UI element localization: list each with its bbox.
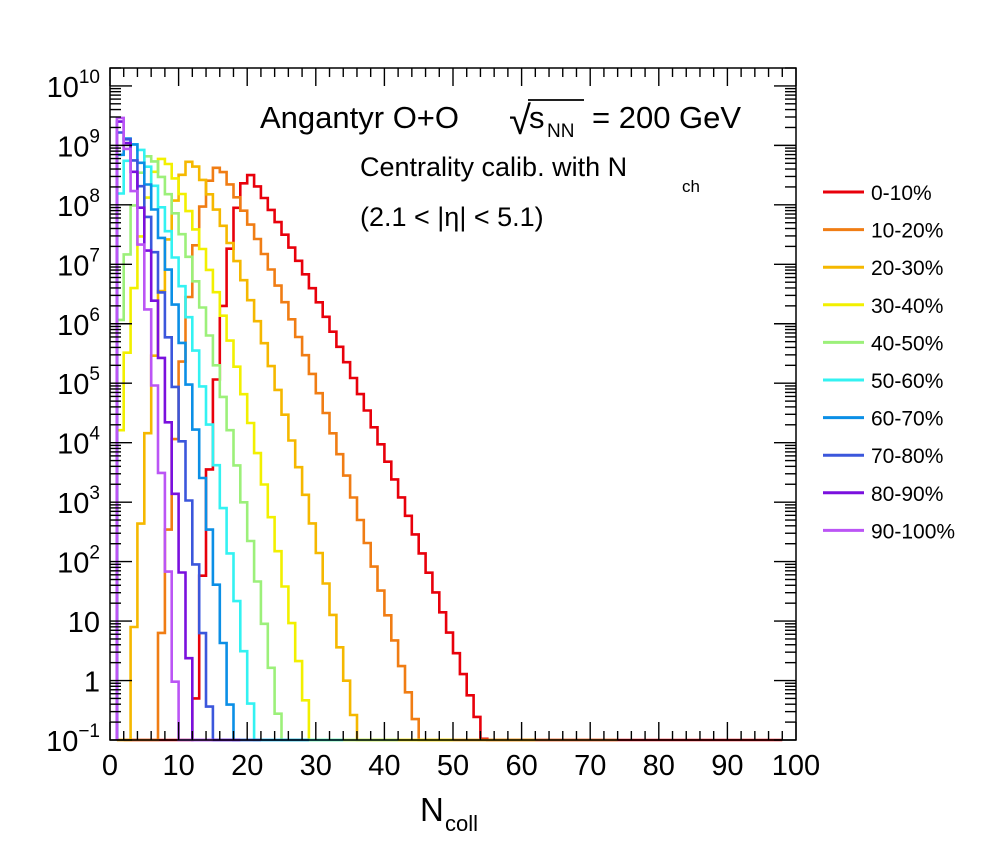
title-line2: Centrality calib. with N xyxy=(360,152,627,182)
legend-entry: 0-10% xyxy=(823,182,932,205)
legend-label: 30-40% xyxy=(871,295,943,318)
y-tick-label: 105 xyxy=(57,364,100,401)
x-tick-label: 70 xyxy=(574,750,606,782)
series-20-30pct xyxy=(116,160,536,742)
y-tick-label: 107 xyxy=(57,245,100,282)
x-tick-label: 50 xyxy=(437,750,469,782)
legend-entry: 10-20% xyxy=(823,220,943,243)
y-tick-label: 1 xyxy=(84,667,100,699)
x-tick-label: 20 xyxy=(231,750,263,782)
legend-label: 20-30% xyxy=(871,257,943,280)
legend-entry: 30-40% xyxy=(823,295,943,318)
legend-entry: 50-60% xyxy=(823,370,943,393)
legend: 0-10% 10-20% 20-30% 30-40% 40-50% 50-60% 60-70… xyxy=(823,182,955,543)
energy-subscript: NN xyxy=(547,121,574,142)
x-tick-label: 10 xyxy=(162,750,194,782)
legend-entry: 70-80% xyxy=(823,445,943,468)
y-tick-label: 106 xyxy=(57,305,100,342)
legend-label: 0-10% xyxy=(871,182,932,205)
x-tick-label: 30 xyxy=(300,750,332,782)
x-axis-title: N xyxy=(420,791,444,828)
x-tick-label: 90 xyxy=(711,750,743,782)
y-tick-label: 10−1 xyxy=(46,721,100,758)
legend-entry: 90-100% xyxy=(823,520,955,543)
y-tick-label: 10 xyxy=(68,607,100,639)
y-tick-label: 102 xyxy=(57,543,100,580)
energy-value: = 200 GeV xyxy=(592,100,741,135)
y-tick-label: 103 xyxy=(57,483,100,520)
x-axis-title-subscript: coll xyxy=(445,811,478,836)
series-0-10pct xyxy=(123,173,783,742)
legend-entry: 40-50% xyxy=(823,332,943,355)
x-tick-labels: 0 10 20 30 40 50 60 70 80 90 100 xyxy=(102,750,820,782)
legend-label: 70-80% xyxy=(871,445,943,468)
x-tick-label: 40 xyxy=(368,750,400,782)
legend-label: 90-100% xyxy=(871,520,955,543)
title-line2-subscript: ch xyxy=(682,177,700,196)
legend-label: 60-70% xyxy=(871,408,943,431)
legend-label: 40-50% xyxy=(871,332,943,355)
y-tick-labels: 10−1 1 10 102 103 104 105 106 107 108 109 1010 xyxy=(46,67,100,758)
sqrt-symbol: √ xyxy=(509,99,531,143)
axis-ticks xyxy=(109,67,797,741)
y-tick-label: 108 xyxy=(57,186,100,223)
legend-label: 50-60% xyxy=(871,370,943,393)
x-tick-label: 80 xyxy=(643,750,675,782)
legend-label: 10-20% xyxy=(871,220,943,243)
series-30-40pct xyxy=(115,157,453,742)
y-tick-label: 1010 xyxy=(47,67,100,104)
y-tick-label: 109 xyxy=(57,126,100,163)
energy-variable: s xyxy=(529,100,545,135)
title-line3: (2.1 < |η| < 5.1) xyxy=(360,202,544,232)
x-tick-label: 0 xyxy=(102,750,118,782)
y-tick-label: 104 xyxy=(57,424,100,461)
legend-entry: 80-90% xyxy=(823,483,943,506)
series-10-20pct xyxy=(116,166,618,742)
x-tick-label: 100 xyxy=(772,750,820,782)
title-line1: Angantyr O+O xyxy=(260,100,459,135)
legend-entry: 20-30% xyxy=(823,257,943,280)
legend-entry: 60-70% xyxy=(823,408,943,431)
x-tick-label: 60 xyxy=(505,750,537,782)
title-main: Angantyr O+O xyxy=(260,100,459,135)
legend-label: 80-90% xyxy=(871,483,943,506)
